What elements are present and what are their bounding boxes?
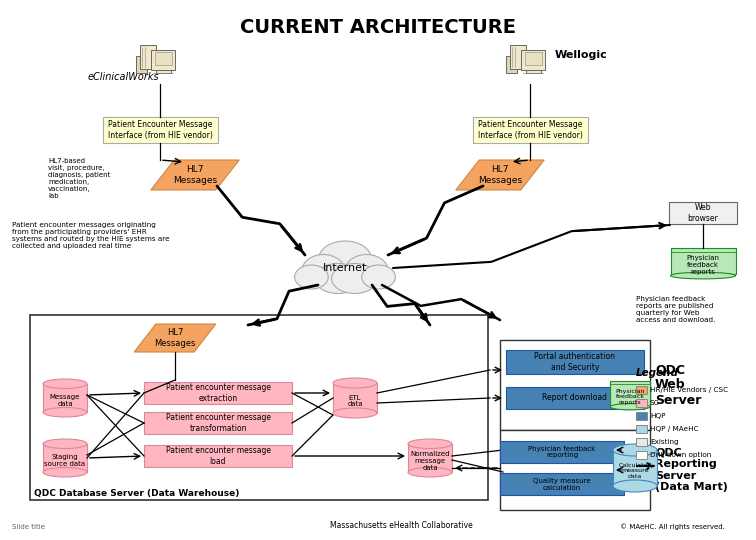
FancyBboxPatch shape <box>500 430 650 510</box>
FancyBboxPatch shape <box>154 52 172 65</box>
Text: eClinicalWorks: eClinicalWorks <box>88 72 160 82</box>
Text: Normalized
message
data: Normalized message data <box>411 451 450 471</box>
Text: Portal authentication
and Security: Portal authentication and Security <box>534 352 615 372</box>
Text: Patient encounter message
transformation: Patient encounter message transformation <box>166 413 271 433</box>
Text: Physician
feedback
reports: Physician feedback reports <box>615 389 645 406</box>
FancyBboxPatch shape <box>506 387 644 409</box>
FancyBboxPatch shape <box>506 350 644 374</box>
Polygon shape <box>135 324 215 352</box>
Ellipse shape <box>295 265 328 289</box>
FancyBboxPatch shape <box>136 56 147 73</box>
FancyBboxPatch shape <box>144 445 292 467</box>
FancyBboxPatch shape <box>144 382 292 404</box>
Ellipse shape <box>43 468 87 477</box>
FancyBboxPatch shape <box>636 451 647 459</box>
Text: Report download: Report download <box>543 394 608 402</box>
FancyBboxPatch shape <box>613 450 657 486</box>
FancyBboxPatch shape <box>506 56 517 73</box>
Ellipse shape <box>408 468 452 477</box>
FancyBboxPatch shape <box>521 50 545 70</box>
Ellipse shape <box>43 379 87 388</box>
Text: ETL
data: ETL data <box>347 395 363 408</box>
FancyBboxPatch shape <box>140 44 156 69</box>
Ellipse shape <box>671 272 736 279</box>
Text: Patient encounter messages originating
from the participating providers' EHR
sys: Patient encounter messages originating f… <box>12 222 169 249</box>
Text: Drill down option: Drill down option <box>650 452 711 458</box>
Text: QDC
Web
Server: QDC Web Server <box>655 363 702 407</box>
Text: HQP / MAeHC: HQP / MAeHC <box>650 426 699 432</box>
Text: Wellogic: Wellogic <box>555 50 608 60</box>
Ellipse shape <box>302 254 345 287</box>
Text: HL7
Messages: HL7 Messages <box>478 165 522 185</box>
Ellipse shape <box>613 444 657 456</box>
Text: HL7-based
visit, procedure,
diagnosis, patient
medication,
vaccination,
lab: HL7-based visit, procedure, diagnosis, p… <box>48 158 110 199</box>
Text: Calculated
measure
data: Calculated measure data <box>618 463 652 480</box>
FancyBboxPatch shape <box>636 412 647 420</box>
FancyBboxPatch shape <box>525 70 541 73</box>
Polygon shape <box>456 160 544 190</box>
Text: Message
data: Message data <box>50 395 80 408</box>
FancyBboxPatch shape <box>103 117 218 143</box>
Text: Legend: Legend <box>636 368 679 378</box>
FancyBboxPatch shape <box>144 412 292 434</box>
Ellipse shape <box>332 264 378 294</box>
Text: Massachusetts eHealth Collaborative: Massachusetts eHealth Collaborative <box>330 521 472 530</box>
FancyBboxPatch shape <box>472 117 587 143</box>
Text: HQP: HQP <box>650 413 665 419</box>
Ellipse shape <box>408 439 452 449</box>
Text: CURRENT ARCHITECTURE: CURRENT ARCHITECTURE <box>240 18 516 37</box>
Text: Patient Encounter Message
Interface (from HIE vendor): Patient Encounter Message Interface (fro… <box>478 120 582 140</box>
Ellipse shape <box>613 480 657 492</box>
Text: Physician
feedback
reports: Physician feedback reports <box>686 255 720 275</box>
Text: Existing: Existing <box>650 439 679 445</box>
FancyBboxPatch shape <box>43 444 87 472</box>
FancyBboxPatch shape <box>669 202 737 224</box>
FancyBboxPatch shape <box>500 441 624 463</box>
FancyBboxPatch shape <box>610 381 650 406</box>
FancyBboxPatch shape <box>156 70 171 73</box>
FancyBboxPatch shape <box>151 50 175 70</box>
Ellipse shape <box>345 254 388 287</box>
Ellipse shape <box>314 264 361 294</box>
FancyBboxPatch shape <box>500 473 624 495</box>
Ellipse shape <box>43 408 87 417</box>
FancyBboxPatch shape <box>500 340 650 430</box>
Text: HL7
Messages: HL7 Messages <box>173 165 217 185</box>
Ellipse shape <box>333 408 377 418</box>
FancyBboxPatch shape <box>636 438 647 446</box>
Text: Web
browser: Web browser <box>688 203 718 222</box>
Text: Physician feedback
reporting: Physician feedback reporting <box>528 446 596 458</box>
Text: Patient Encounter Message
Interface (from HIE vendor): Patient Encounter Message Interface (fro… <box>107 120 212 140</box>
Text: Internet: Internet <box>323 263 367 273</box>
Ellipse shape <box>43 439 87 449</box>
Text: Quality measure
calculation: Quality measure calculation <box>533 477 590 490</box>
FancyBboxPatch shape <box>30 315 488 500</box>
FancyBboxPatch shape <box>671 248 736 274</box>
Text: SC: SC <box>650 400 660 406</box>
Polygon shape <box>150 160 239 190</box>
FancyBboxPatch shape <box>43 384 87 412</box>
FancyBboxPatch shape <box>636 386 647 394</box>
Ellipse shape <box>610 404 650 410</box>
Text: HL7
Messages: HL7 Messages <box>154 328 196 348</box>
FancyBboxPatch shape <box>636 425 647 433</box>
Text: Physician feedback
reports are published
quarterly for Web
access and download.: Physician feedback reports are published… <box>636 296 715 323</box>
FancyBboxPatch shape <box>636 399 647 407</box>
Ellipse shape <box>333 378 377 388</box>
FancyBboxPatch shape <box>408 444 452 472</box>
Text: HR/HIE vendors / CSC: HR/HIE vendors / CSC <box>650 387 728 393</box>
Text: Patient encounter message
extraction: Patient encounter message extraction <box>166 383 271 403</box>
Ellipse shape <box>362 265 395 289</box>
Text: QDC
Reporting
Server
(Data Mart): QDC Reporting Server (Data Mart) <box>655 448 728 492</box>
Text: Slide title: Slide title <box>12 524 45 530</box>
Text: © MAeHC. All rights reserved.: © MAeHC. All rights reserved. <box>620 523 725 530</box>
Ellipse shape <box>318 241 371 277</box>
Text: Patient encounter message
load: Patient encounter message load <box>166 446 271 465</box>
Text: QDC Database Server (Data Warehouse): QDC Database Server (Data Warehouse) <box>34 489 240 498</box>
Text: Staging
source data: Staging source data <box>45 455 85 468</box>
FancyBboxPatch shape <box>510 44 525 69</box>
FancyBboxPatch shape <box>333 383 377 413</box>
FancyBboxPatch shape <box>525 52 542 65</box>
